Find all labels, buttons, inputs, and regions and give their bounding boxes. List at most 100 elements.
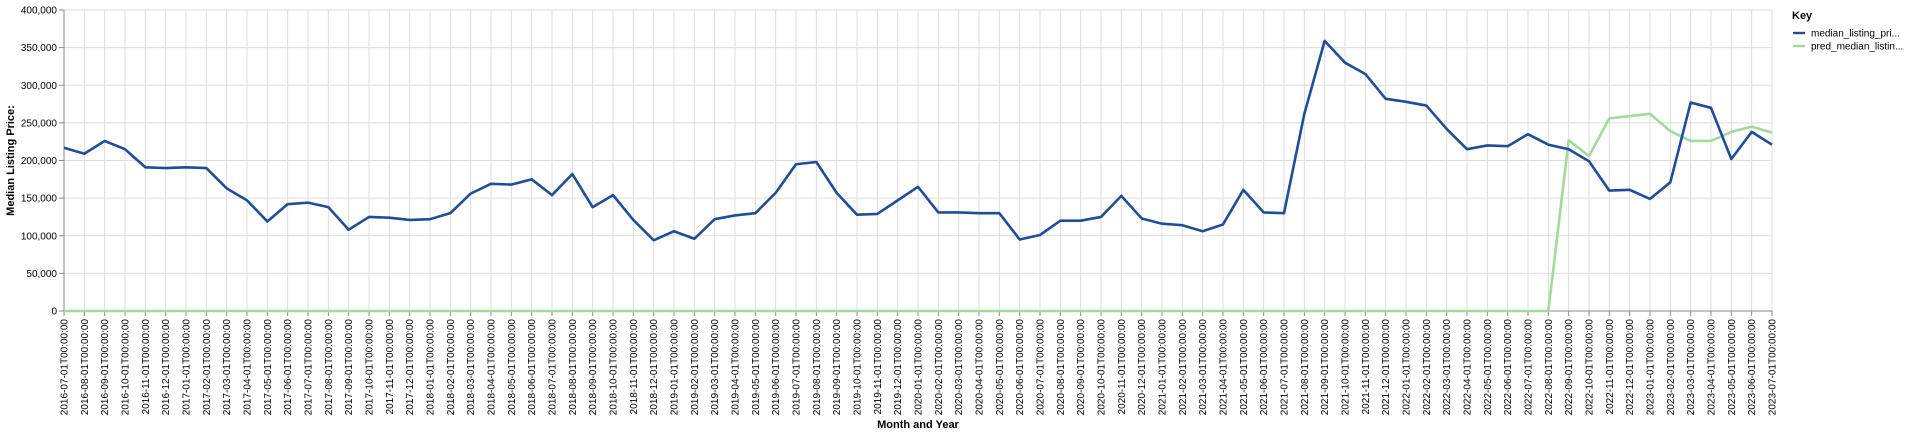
y-axis: 0 50,000 100,000 150,000 200,000 250,000 300,0… [21, 6, 65, 318]
x-tick-label: 2022-05-01T00:00:00 [1483, 319, 1494, 416]
x-tick-label: 2021-03-01T00:00:00 [1198, 319, 1209, 416]
y-tick-label: 0 [51, 307, 57, 318]
x-tick-label: 2018-02-01T00:00:00 [446, 319, 457, 416]
x-tick-label: 2022-10-01T00:00:00 [1585, 319, 1596, 416]
x-tick-label: 2022-01-01T00:00:00 [1402, 319, 1413, 416]
x-tick-label: 2023-05-01T00:00:00 [1727, 319, 1738, 416]
x-tick-label: 2022-11-01T00:00:00 [1605, 319, 1616, 415]
x-tick-label: 2019-08-01T00:00:00 [812, 319, 823, 416]
x-tick-label: 2020-02-01T00:00:00 [934, 319, 945, 416]
x-tick-label: 2020-06-01T00:00:00 [1015, 319, 1026, 416]
x-tick-label: 2018-07-01T00:00:00 [548, 319, 559, 416]
x-tick-label: 2018-09-01T00:00:00 [588, 319, 599, 416]
x-tick-label: 2020-03-01T00:00:00 [954, 319, 965, 416]
x-tick-label: 2016-10-01T00:00:00 [121, 319, 132, 416]
x-tick-label: 2022-08-01T00:00:00 [1544, 319, 1555, 416]
x-tick-label: 2018-06-01T00:00:00 [527, 319, 538, 416]
x-tick-label: 2017-10-01T00:00:00 [365, 319, 376, 416]
x-tick-label: 2016-12-01T00:00:00 [161, 319, 172, 416]
y-tick-label: 300,000 [21, 81, 58, 92]
x-tick-label: 2019-09-01T00:00:00 [832, 319, 843, 416]
x-tick-label: 2017-01-01T00:00:00 [182, 319, 193, 416]
gridlines [63, 9, 1773, 312]
x-tick-label: 2020-11-01T00:00:00 [1117, 319, 1128, 415]
x-tick-label: 2017-06-01T00:00:00 [283, 319, 294, 416]
y-tick-label: 400,000 [21, 6, 58, 17]
x-tick-label: 2019-03-01T00:00:00 [710, 319, 721, 416]
x-tick-label: 2023-06-01T00:00:00 [1747, 319, 1758, 416]
x-tick-label: 2020-09-01T00:00:00 [1076, 319, 1087, 416]
x-tick-label: 2019-04-01T00:00:00 [731, 319, 742, 416]
x-tick-label: 2020-10-01T00:00:00 [1097, 319, 1108, 416]
x-tick-label: 2020-12-01T00:00:00 [1137, 319, 1148, 416]
x-tick-label: 2016-07-01T00:00:00 [60, 319, 71, 416]
x-tick-label: 2017-11-01T00:00:00 [385, 319, 396, 415]
x-tick-label: 2017-05-01T00:00:00 [263, 319, 274, 416]
x-tick-label: 2018-03-01T00:00:00 [466, 319, 477, 416]
x-tick-label: 2019-07-01T00:00:00 [792, 319, 803, 416]
x-tick-label: 2023-02-01T00:00:00 [1666, 319, 1677, 416]
y-tick-label: 250,000 [21, 118, 58, 129]
x-tick-label: 2022-04-01T00:00:00 [1463, 319, 1474, 416]
x-tick-label: 2021-02-01T00:00:00 [1178, 319, 1189, 416]
x-tick-label: 2017-08-01T00:00:00 [324, 319, 335, 416]
x-tick-label: 2018-01-01T00:00:00 [426, 319, 437, 416]
x-tick-label: 2021-11-01T00:00:00 [1361, 319, 1372, 415]
x-tick-label: 2022-02-01T00:00:00 [1422, 319, 1433, 416]
x-tick-label: 2020-04-01T00:00:00 [975, 319, 986, 416]
x-tick-label: 2017-02-01T00:00:00 [202, 319, 213, 416]
x-tick-label: 2021-07-01T00:00:00 [1280, 319, 1291, 416]
y-tick-label: 100,000 [21, 231, 58, 242]
x-tick-label: 2018-04-01T00:00:00 [487, 319, 498, 416]
x-tick-label: 2016-09-01T00:00:00 [100, 319, 111, 416]
y-tick-label: 150,000 [21, 194, 58, 205]
x-tick-label: 2019-10-01T00:00:00 [853, 319, 864, 416]
y-tick-label: 350,000 [21, 43, 58, 54]
x-tick-label: 2022-03-01T00:00:00 [1442, 319, 1453, 416]
x-tick-label: 2019-01-01T00:00:00 [670, 319, 681, 416]
y-axis-title: Median Listing Price: [5, 105, 17, 216]
x-tick-label: 2017-09-01T00:00:00 [344, 319, 355, 416]
x-tick-label: 2019-11-01T00:00:00 [873, 319, 884, 415]
x-tick-label: 2022-07-01T00:00:00 [1524, 319, 1535, 416]
x-tick-label: 2019-12-01T00:00:00 [893, 319, 904, 416]
x-tick-label: 2023-03-01T00:00:00 [1686, 319, 1697, 416]
x-tick-label: 2017-12-01T00:00:00 [405, 319, 416, 416]
x-tick-label: 2021-04-01T00:00:00 [1219, 319, 1230, 416]
y-tick-label: 200,000 [21, 156, 58, 167]
legend: Key median_listing_pri... pred_median_lis… [1792, 10, 1903, 53]
x-tick-label: 2021-06-01T00:00:00 [1259, 319, 1270, 416]
x-tick-label: 2020-07-01T00:00:00 [1036, 319, 1047, 416]
x-tick-label: 2021-12-01T00:00:00 [1381, 319, 1392, 416]
x-tick-label: 2018-05-01T00:00:00 [507, 319, 518, 416]
x-tick-label: 2018-08-01T00:00:00 [568, 319, 579, 416]
x-tick-label: 2023-04-01T00:00:00 [1707, 319, 1718, 416]
legend-label: pred_median_listin... [1811, 42, 1903, 53]
x-tick-label: 2021-09-01T00:00:00 [1320, 319, 1331, 416]
legend-title: Key [1792, 10, 1813, 22]
x-tick-label: 2017-07-01T00:00:00 [304, 319, 315, 416]
x-tick-label: 2023-01-01T00:00:00 [1646, 319, 1657, 416]
x-axis: 2016-07-01T00:00:00 2016-08-01T00:00:00 20… [60, 310, 1779, 416]
x-tick-label: 2016-11-01T00:00:00 [141, 319, 152, 415]
x-tick-label: 2019-06-01T00:00:00 [771, 319, 782, 416]
legend-label: median_listing_pri... [1811, 29, 1900, 40]
y-tick-label: 50,000 [26, 269, 57, 280]
x-tick-label: 2018-12-01T00:00:00 [649, 319, 660, 416]
x-axis-title: Month and Year [877, 419, 959, 431]
x-tick-label: 2021-01-01T00:00:00 [1158, 319, 1169, 416]
x-tick-label: 2019-05-01T00:00:00 [751, 319, 762, 416]
x-tick-label: 2020-08-01T00:00:00 [1056, 319, 1067, 416]
x-tick-label: 2016-08-01T00:00:00 [80, 319, 91, 416]
x-tick-label: 2018-11-01T00:00:00 [629, 319, 640, 415]
x-tick-label: 2021-05-01T00:00:00 [1239, 319, 1250, 416]
x-tick-label: 2023-07-01T00:00:00 [1768, 319, 1779, 416]
x-tick-label: 2022-06-01T00:00:00 [1503, 319, 1514, 416]
x-tick-label: 2022-09-01T00:00:00 [1564, 319, 1575, 416]
series-line-pred-median-listin [64, 112, 1773, 313]
series-line-median-listing-pri [63, 39, 1773, 242]
x-tick-label: 2017-03-01T00:00:00 [222, 319, 233, 416]
x-tick-label: 2020-01-01T00:00:00 [914, 319, 925, 416]
x-tick-label: 2021-08-01T00:00:00 [1300, 319, 1311, 416]
